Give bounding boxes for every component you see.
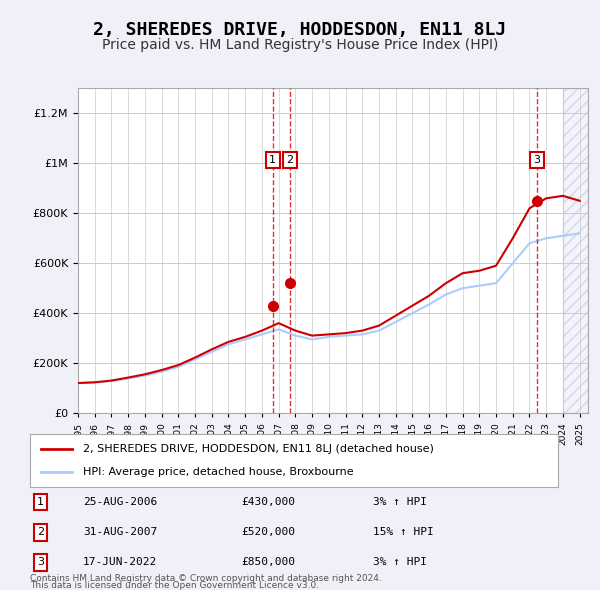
Text: 1: 1 — [269, 155, 277, 165]
Text: 3% ↑ HPI: 3% ↑ HPI — [373, 497, 427, 507]
Text: 17-JUN-2022: 17-JUN-2022 — [83, 558, 157, 568]
Text: £430,000: £430,000 — [241, 497, 295, 507]
Text: 3: 3 — [533, 155, 541, 165]
Text: 25-AUG-2006: 25-AUG-2006 — [83, 497, 157, 507]
Text: £520,000: £520,000 — [241, 527, 295, 537]
Text: 15% ↑ HPI: 15% ↑ HPI — [373, 527, 434, 537]
Text: 2, SHEREDES DRIVE, HODDESDON, EN11 8LJ (detached house): 2, SHEREDES DRIVE, HODDESDON, EN11 8LJ (… — [83, 444, 434, 454]
Text: 2: 2 — [37, 527, 44, 537]
Text: HPI: Average price, detached house, Broxbourne: HPI: Average price, detached house, Brox… — [83, 467, 353, 477]
Bar — [563, 88, 588, 413]
Text: 2: 2 — [286, 155, 293, 165]
Text: Contains HM Land Registry data © Crown copyright and database right 2024.: Contains HM Land Registry data © Crown c… — [30, 574, 382, 583]
Text: 31-AUG-2007: 31-AUG-2007 — [83, 527, 157, 537]
Text: 2, SHEREDES DRIVE, HODDESDON, EN11 8LJ: 2, SHEREDES DRIVE, HODDESDON, EN11 8LJ — [94, 21, 506, 39]
Text: 3% ↑ HPI: 3% ↑ HPI — [373, 558, 427, 568]
Text: This data is licensed under the Open Government Licence v3.0.: This data is licensed under the Open Gov… — [30, 581, 319, 590]
Text: £850,000: £850,000 — [241, 558, 295, 568]
Text: Price paid vs. HM Land Registry's House Price Index (HPI): Price paid vs. HM Land Registry's House … — [102, 38, 498, 53]
Text: 3: 3 — [37, 558, 44, 568]
Text: 1: 1 — [37, 497, 44, 507]
